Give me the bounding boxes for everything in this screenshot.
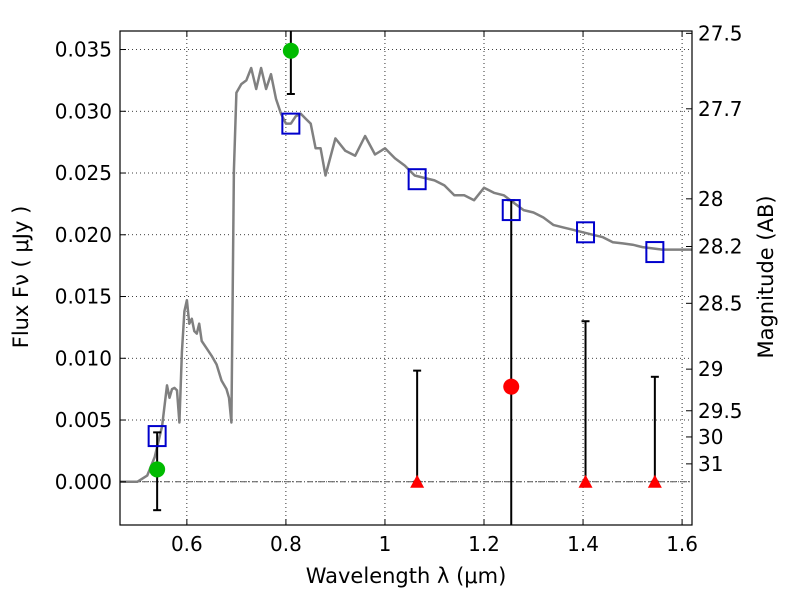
right-tick-label: 28 xyxy=(698,187,723,211)
model-photometry-square xyxy=(501,199,521,222)
upper-limit-triangle xyxy=(647,474,662,488)
markers xyxy=(147,42,665,488)
model-photometry-square xyxy=(576,221,596,244)
sed-model-line xyxy=(120,66,692,484)
ticks xyxy=(120,31,692,525)
y-tick-label: 0.025 xyxy=(55,161,112,185)
error-bars xyxy=(153,31,659,525)
model-photometry-square xyxy=(407,168,427,191)
x-tick-label: 1.2 xyxy=(468,532,500,556)
model-photometry-square xyxy=(645,241,665,264)
detection-point xyxy=(503,378,520,395)
x-tick-label: 1 xyxy=(379,532,392,556)
right-tick-label: 30 xyxy=(698,425,723,449)
right-tick-label: 28.2 xyxy=(698,235,743,259)
right-tick-label: 28.5 xyxy=(698,291,743,315)
y-tick-label: 0.035 xyxy=(55,38,112,62)
tick-labels: 0.6 0.8 1 1.2 1.4 1.6 0.000 0.005 0.010 0.015 0.02… xyxy=(55,21,743,556)
y-tick-label: 0.020 xyxy=(55,223,112,247)
x-tick-label: 1.6 xyxy=(666,532,698,556)
x-tick-label: 1.4 xyxy=(567,532,599,556)
right-tick-label: 29 xyxy=(698,357,723,381)
x-tick-label: 0.8 xyxy=(270,532,302,556)
model-photometry-square xyxy=(281,112,301,135)
right-tick-label: 27.7 xyxy=(698,97,743,121)
y-tick-label: 0.010 xyxy=(55,346,112,370)
y-tick-label: 0.015 xyxy=(55,285,112,309)
y-tick-label: 0.005 xyxy=(55,408,112,432)
y-axis-title: Flux Fν ( μJy ) xyxy=(9,206,33,349)
x-axis-title: Wavelength λ (μm) xyxy=(306,564,507,588)
y-right-axis-title: Magnitude (AB) xyxy=(754,195,778,358)
y-tick-label: 0.000 xyxy=(55,470,112,494)
upper-limit-triangle xyxy=(578,474,593,488)
model-photometry-square xyxy=(147,425,167,448)
right-tick-label: 31 xyxy=(698,452,723,476)
right-tick-label: 29.5 xyxy=(698,399,743,423)
sed-model-layer xyxy=(120,66,692,484)
plot-frame xyxy=(119,30,693,526)
detection-point xyxy=(282,42,299,59)
y-tick-label: 0.030 xyxy=(55,99,112,123)
right-tick-label: 27.5 xyxy=(698,21,743,45)
detection-point xyxy=(149,461,166,478)
upper-limit-triangle xyxy=(410,474,425,488)
grid xyxy=(120,31,692,525)
x-tick-label: 0.6 xyxy=(171,532,203,556)
